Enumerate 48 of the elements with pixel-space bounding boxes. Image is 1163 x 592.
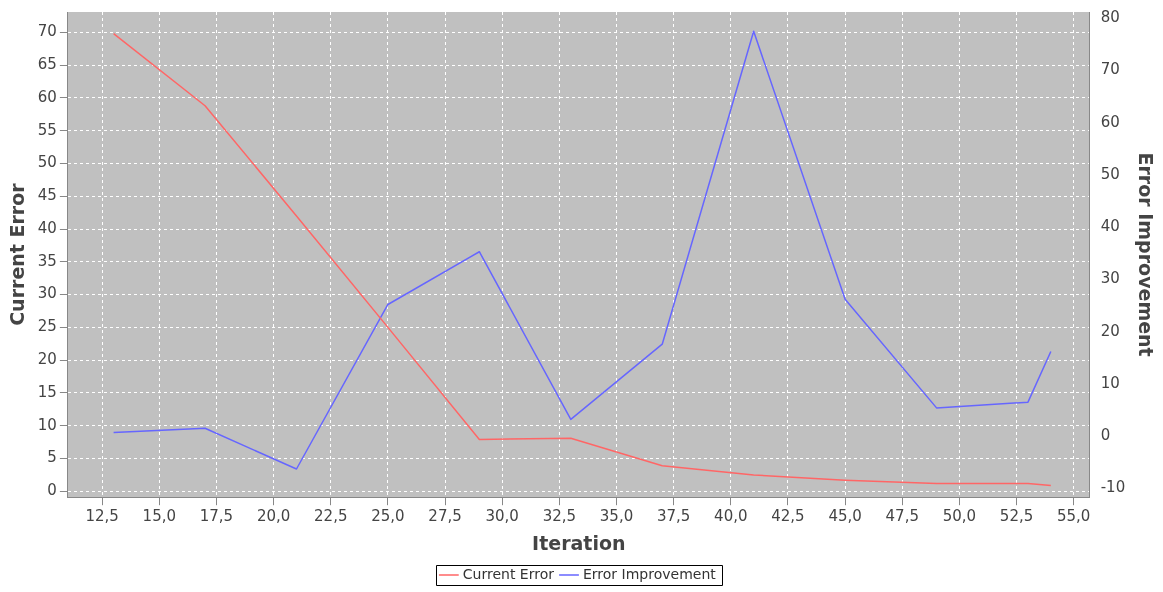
y2-tick-label: 80 [1100, 8, 1120, 27]
y2-tick-label: 60 [1100, 112, 1120, 131]
y-tick-label: 60 [37, 87, 57, 106]
legend-label: Current Error [462, 565, 555, 582]
y-tick-label: 20 [37, 350, 57, 369]
x-tick-label: 32,5 [542, 507, 577, 526]
x-tick-label: 22,5 [314, 507, 348, 526]
x-tick-label: 25,0 [371, 507, 405, 526]
y-tick-label: 30 [37, 284, 57, 303]
y2-tick-label: 40 [1100, 217, 1120, 236]
x-tick-label: 50,0 [942, 507, 977, 526]
y-tick-label: 70 [37, 22, 57, 41]
y-tick-label: 0 [47, 481, 57, 500]
y2-tick-label: 30 [1100, 269, 1120, 288]
y2-tick-label: 0 [1100, 425, 1111, 444]
y-tick-label: 65 [37, 55, 57, 73]
y2-tick-label: 10 [1100, 373, 1120, 392]
x-tick-label: 47,5 [885, 507, 919, 526]
x-tick-label: 55,0 [1057, 507, 1091, 526]
y-tick-label: 45 [37, 186, 57, 205]
y-tick-label: 5 [47, 448, 57, 467]
x-tick-label: 15,0 [142, 507, 177, 526]
y-tick-label: 15 [37, 382, 57, 401]
x-tick-label: 30,0 [485, 507, 519, 526]
x-axis-title: Iteration [532, 531, 626, 554]
y2-tick-label: 70 [1100, 60, 1120, 79]
x-tick-label: 40,0 [714, 507, 748, 526]
y-tick-label: 40 [37, 218, 57, 237]
x-tick-label: 37,5 [656, 507, 691, 526]
y2-tick-label: 50 [1100, 164, 1120, 183]
x-tick-label: 20,0 [256, 507, 291, 526]
x-tick-label: 35,0 [599, 507, 634, 526]
x-tick-label: 52,5 [999, 507, 1034, 526]
y-tick-label: 55 [37, 120, 57, 139]
legend-label: Error Improvement [583, 565, 717, 582]
y2-tick-label: 20 [1100, 321, 1120, 340]
y-tick-label: 10 [37, 415, 57, 434]
y-tick-label: 50 [37, 153, 57, 172]
x-tick-label: 42,5 [771, 507, 805, 526]
y-tick-label: 35 [37, 251, 57, 270]
y-axis-title: Current Error [6, 182, 29, 326]
x-tick-label: 17,5 [199, 507, 234, 526]
x-tick-label: 12,5 [85, 507, 119, 526]
y2-axis-title: Error Improvement [1134, 152, 1157, 357]
y-tick-label: 25 [37, 317, 57, 336]
x-tick-label: 27,5 [428, 507, 462, 526]
x-tick-label: 45,0 [828, 507, 862, 526]
y2-tick-label: -10 [1100, 478, 1126, 497]
